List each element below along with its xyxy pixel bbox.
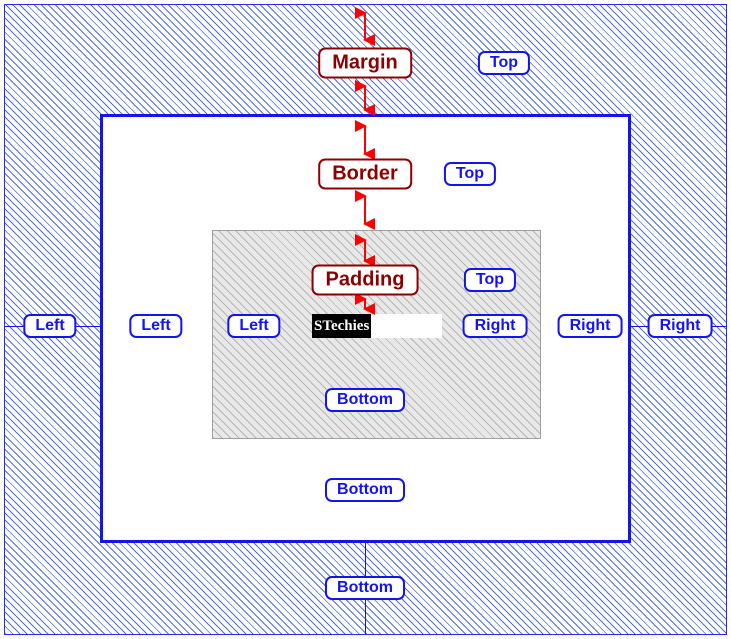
padding-bottom-badge: Bottom xyxy=(325,388,405,412)
margin-left-badge: Left xyxy=(23,314,76,338)
margin-right-badge: Right xyxy=(648,314,713,338)
border-right-badge: Right xyxy=(558,314,623,338)
padding-title-badge: Padding xyxy=(312,265,419,296)
margin-top-badge: Top xyxy=(478,51,530,75)
margin-title-badge: Margin xyxy=(318,48,412,79)
border-top-badge: Top xyxy=(444,162,496,186)
border-bottom-badge: Bottom xyxy=(325,478,405,502)
padding-right-badge: Right xyxy=(463,314,528,338)
padding-top-badge: Top xyxy=(464,268,516,292)
box-model-diagram: STechies Margin Top Left Right Bottom Bo… xyxy=(0,0,731,639)
margin-bottom-badge: Bottom xyxy=(325,576,405,600)
border-left-badge: Left xyxy=(129,314,182,338)
padding-left-badge: Left xyxy=(227,314,280,338)
content-box: STechies xyxy=(312,314,442,338)
border-title-badge: Border xyxy=(318,159,412,190)
